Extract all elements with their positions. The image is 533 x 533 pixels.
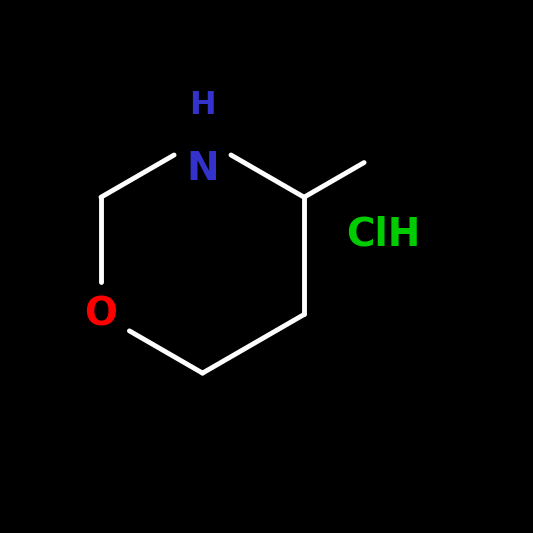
Text: ClH: ClH [346, 215, 421, 254]
Text: O: O [85, 295, 117, 334]
Text: N: N [186, 150, 219, 188]
Text: H: H [189, 90, 216, 121]
